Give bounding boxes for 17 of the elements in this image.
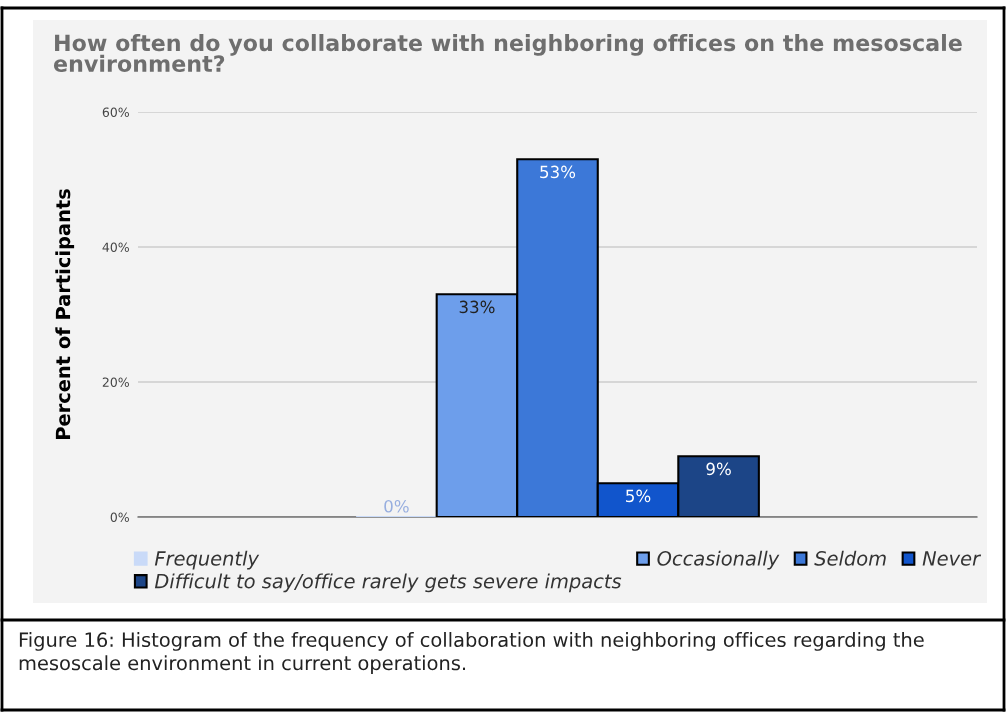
y-axis-title: Percent of Participants: [55, 189, 75, 440]
legend-label: Occasionally: [657, 550, 780, 570]
data-label: 0%: [384, 499, 409, 513]
data-label: 5%: [626, 489, 651, 503]
legend-label: Never: [922, 551, 982, 566]
data-label: 53%: [540, 165, 576, 179]
legend-label: Difficult to say/office rarely gets severe impacts: [154, 573, 622, 593]
data-label: 33%: [459, 300, 495, 314]
y-tick-label: 20%: [102, 377, 129, 387]
chart-title: How often do you collaborate with neighboring offices on the mesoscale environment?: [53, 34, 962, 73]
legend-label: Seldom: [814, 550, 886, 566]
caption: Figure 16: Histogram of the frequency of collaboration with neighboring offices regarding the mesoscale environment in current operations.: [19, 632, 924, 675]
data-label: 9%: [706, 462, 731, 476]
legend-label: Frequently: [154, 550, 260, 570]
y-tick-label: 60%: [102, 107, 129, 117]
y-tick-label: 40%: [102, 242, 129, 252]
y-tick-label: 0%: [110, 512, 129, 522]
